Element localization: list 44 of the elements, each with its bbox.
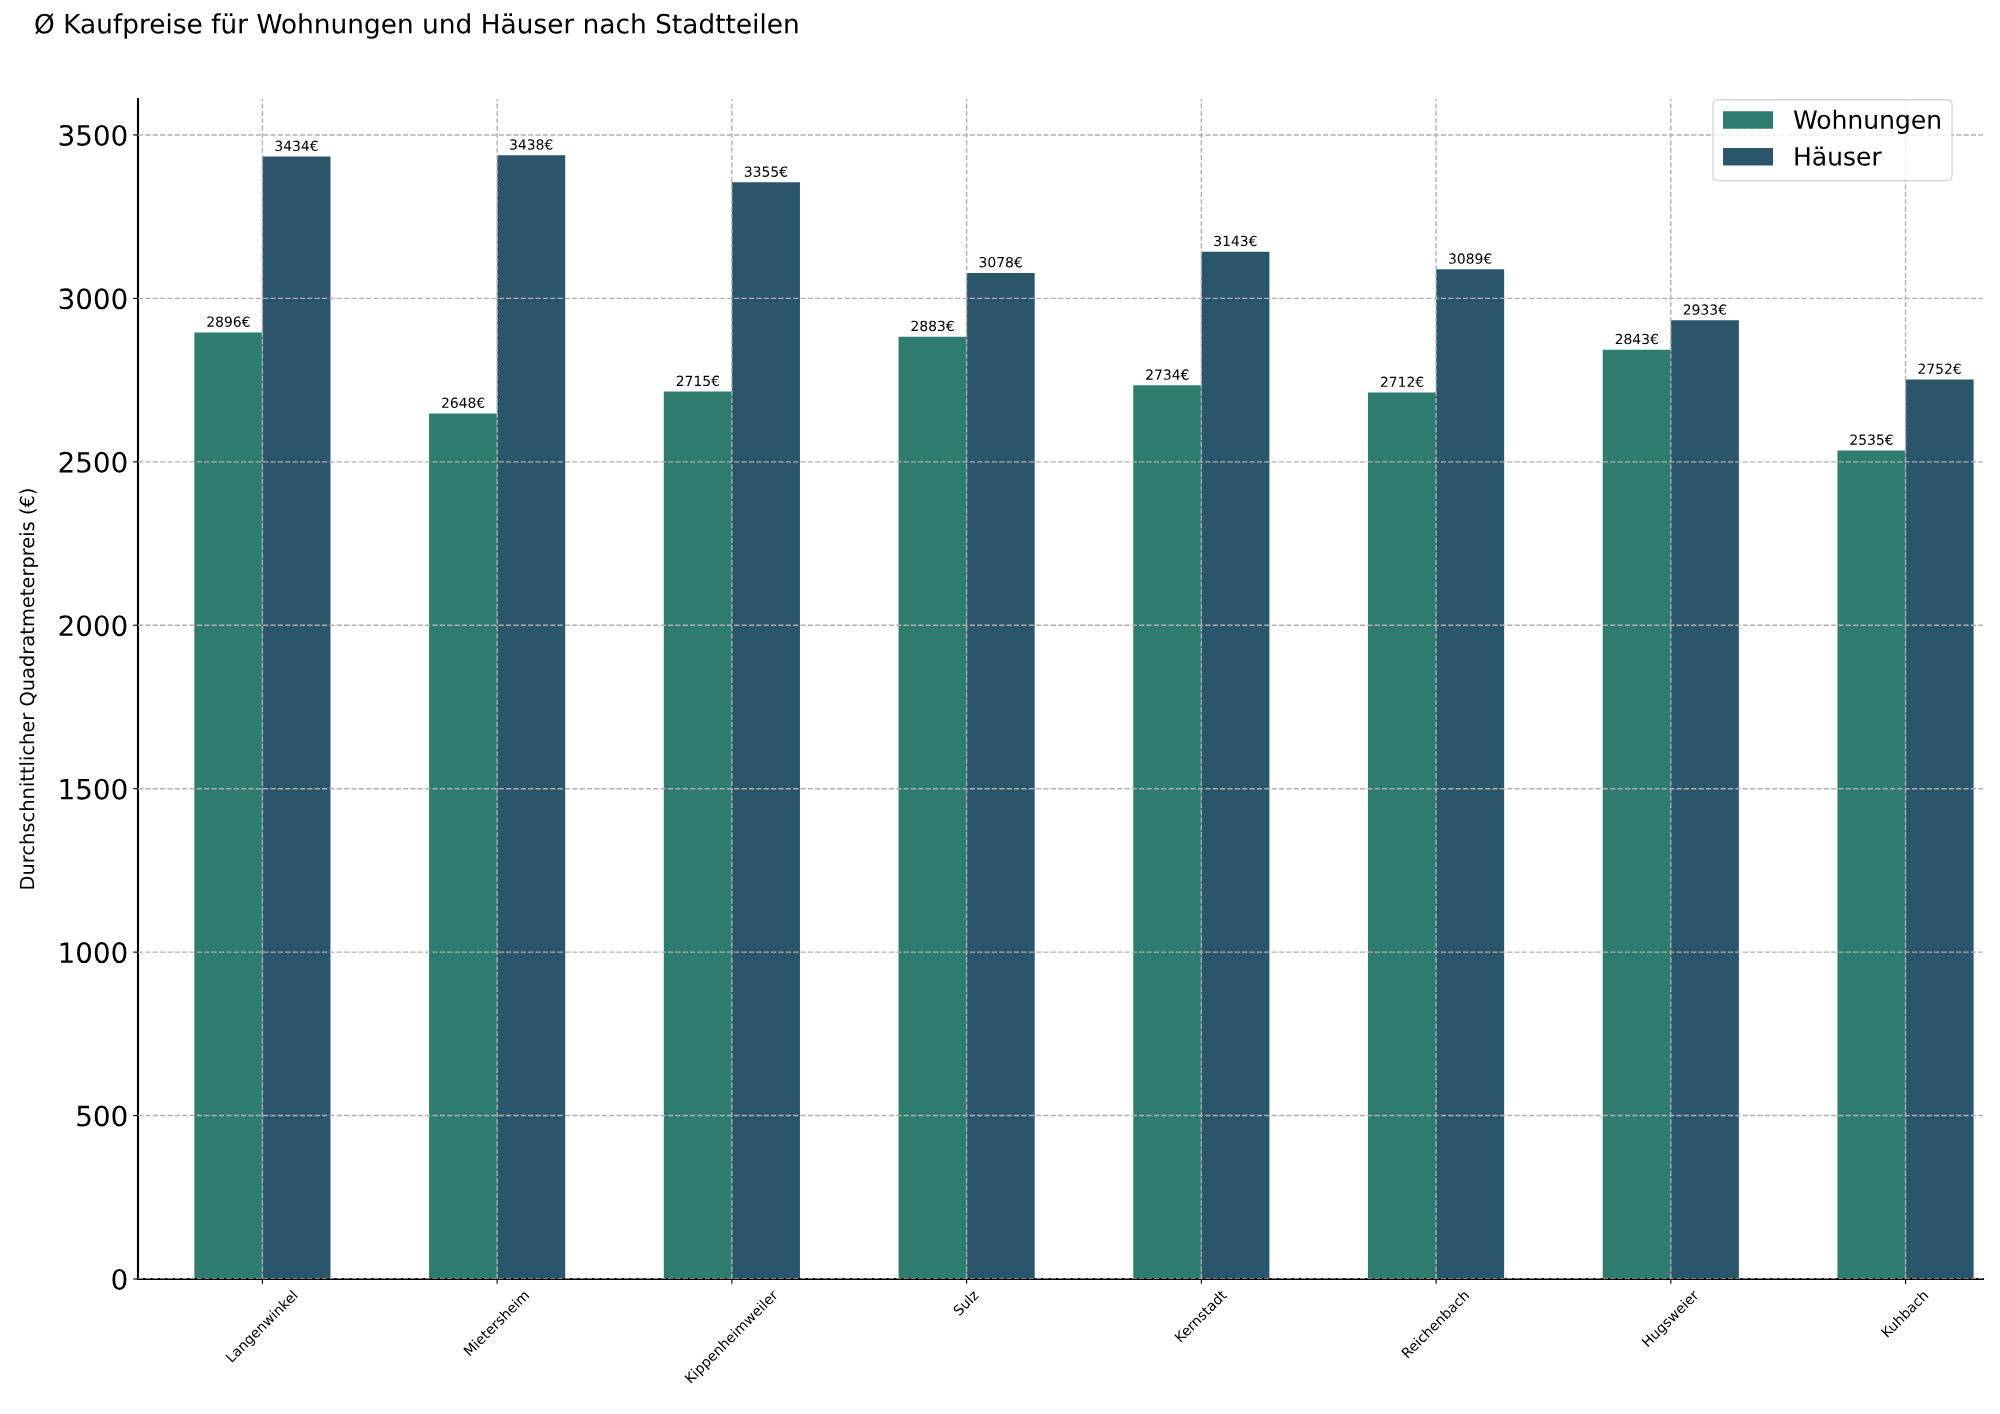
data-label: 2715€ <box>676 375 720 387</box>
y-tick-label: 3000 <box>59 288 127 310</box>
y-tick-label: 1500 <box>60 778 127 800</box>
bar <box>429 413 498 1279</box>
y-tick-label: 0 <box>112 1268 127 1290</box>
bar <box>966 272 1035 1279</box>
data-label: 3078€ <box>979 256 1022 268</box>
bar <box>1670 320 1739 1279</box>
bar <box>1905 379 1974 1279</box>
y-tick-label: 2000 <box>59 615 127 637</box>
data-label: 3438€ <box>510 139 553 150</box>
bar <box>1436 269 1505 1279</box>
bar <box>731 182 800 1279</box>
data-label: 2734€ <box>1146 369 1189 380</box>
bar <box>1368 392 1437 1279</box>
data-label: 2712€ <box>1380 376 1424 388</box>
data-label: 3355€ <box>744 166 788 177</box>
data-label: 2843€ <box>1615 333 1658 345</box>
y-axis-title: Durchschnittlicher Quadratmeterpreis (€) <box>19 489 39 889</box>
bar <box>1133 385 1202 1279</box>
legend-label: Wohnungen <box>1793 109 1940 134</box>
data-label: 3089€ <box>1449 253 1492 264</box>
bar <box>898 336 967 1279</box>
bar <box>1201 251 1270 1279</box>
bar <box>497 155 566 1279</box>
data-label: 2648€ <box>442 397 485 408</box>
legend-label: Häuser <box>1795 146 1882 166</box>
y-tick-label: 1000 <box>60 942 127 964</box>
bar <box>1602 349 1671 1279</box>
data-label: 2883€ <box>911 320 954 332</box>
bar <box>194 332 263 1279</box>
data-label: 3434€ <box>275 140 318 152</box>
data-label: 2933€ <box>1683 304 1727 315</box>
chart-title: Ø Kaufpreise für Wohnungen und Häuser nach Stadtteilen <box>35 13 798 39</box>
data-label: 2896€ <box>207 316 250 327</box>
data-label: 3143€ <box>1214 235 1257 247</box>
y-tick-label: 500 <box>77 1105 127 1127</box>
data-label: 2752€ <box>1918 363 1961 374</box>
bar <box>663 391 732 1279</box>
y-tick-label: 2500 <box>59 451 127 473</box>
y-tick-label: 3500 <box>59 124 127 146</box>
bar <box>262 156 331 1279</box>
data-label: 2535€ <box>1850 434 1893 445</box>
bar <box>1837 450 1906 1279</box>
